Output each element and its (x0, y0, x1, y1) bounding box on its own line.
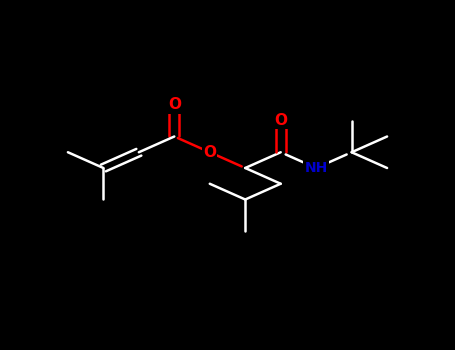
Text: O: O (168, 98, 181, 112)
Text: O: O (203, 145, 216, 160)
Text: NH: NH (304, 161, 328, 175)
Text: O: O (274, 113, 287, 128)
